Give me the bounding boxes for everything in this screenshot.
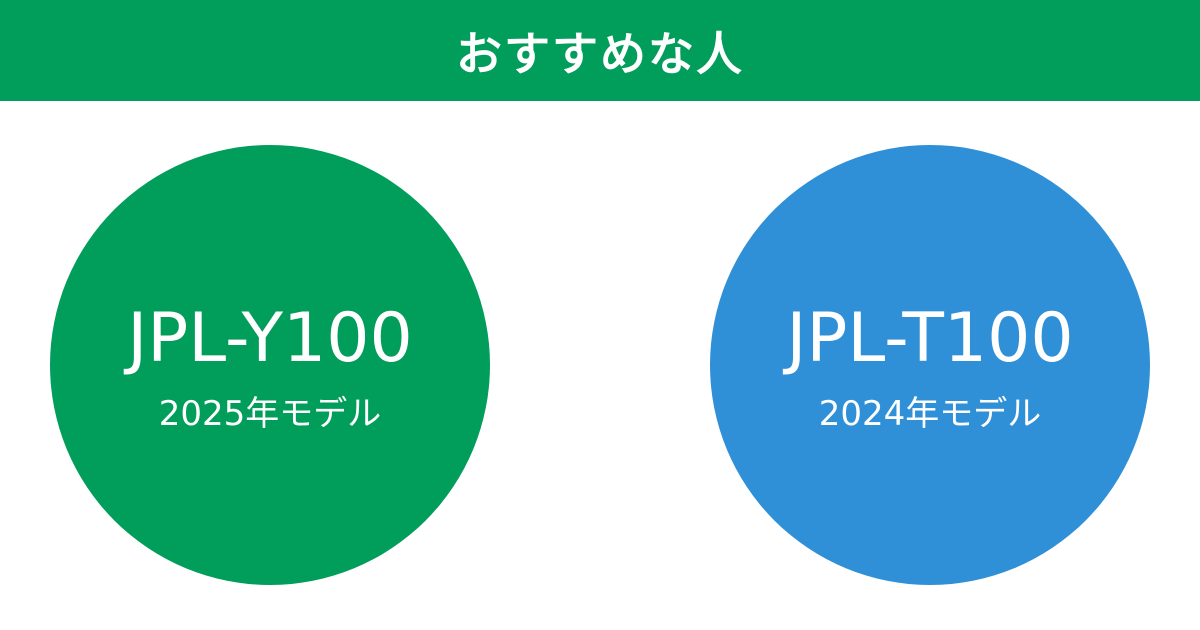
- product-year: 2025年モデル: [158, 394, 382, 434]
- header-banner: おすすめな人: [0, 0, 1200, 101]
- header-title: おすすめな人: [456, 26, 744, 81]
- product-model: JPL-Y100: [127, 299, 413, 378]
- product-circle-y100: JPL-Y100 2025年モデル: [50, 145, 490, 585]
- product-model: JPL-T100: [786, 299, 1074, 378]
- product-year: 2024年モデル: [818, 394, 1042, 434]
- product-circle-t100: JPL-T100 2024年モデル: [710, 145, 1150, 585]
